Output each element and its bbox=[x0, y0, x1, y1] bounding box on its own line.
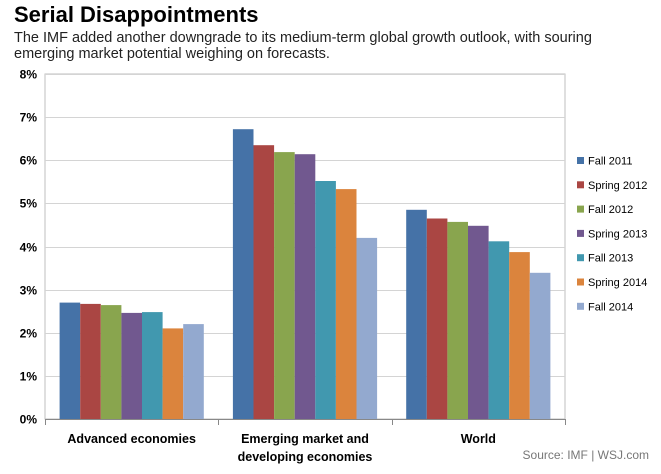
legend-swatch bbox=[577, 157, 584, 164]
y-tick-label: 3% bbox=[20, 284, 38, 298]
bar bbox=[253, 145, 275, 419]
bar bbox=[294, 154, 316, 419]
bar bbox=[447, 221, 468, 419]
bar bbox=[406, 209, 427, 419]
bar bbox=[509, 252, 530, 419]
y-tick-label: 1% bbox=[20, 370, 38, 384]
bar bbox=[59, 302, 81, 419]
legend-swatch bbox=[577, 229, 584, 237]
chart-subtitle: The IMF added another downgrade to its m… bbox=[14, 30, 644, 62]
bar bbox=[356, 237, 378, 419]
subtitle-line-2: emerging market potential weighing on fo… bbox=[14, 46, 330, 62]
subtitle-line-1: The IMF added another downgrade to its m… bbox=[14, 30, 592, 46]
bar bbox=[100, 305, 122, 419]
legend-label: Fall 2011 bbox=[588, 156, 632, 168]
y-tick-label: 0% bbox=[20, 413, 38, 427]
bar bbox=[162, 328, 184, 419]
y-tick-label: 6% bbox=[20, 154, 38, 168]
legend-swatch bbox=[577, 181, 584, 189]
chart-title: Serial Disappointments bbox=[14, 2, 259, 27]
legend-swatch bbox=[577, 302, 584, 310]
bar bbox=[488, 241, 510, 419]
bar bbox=[80, 303, 101, 419]
legend-label: Fall 2014 bbox=[588, 301, 633, 313]
legend-swatch bbox=[577, 205, 584, 213]
x-category-label: World bbox=[461, 432, 496, 446]
bar bbox=[232, 129, 254, 419]
source-credit: Source: IMF | WSJ.com bbox=[522, 448, 649, 462]
legend-label: Fall 2012 bbox=[588, 204, 633, 216]
x-category-label: Emerging market and bbox=[241, 432, 369, 446]
y-tick-label: 2% bbox=[20, 327, 38, 341]
bar bbox=[183, 324, 204, 419]
x-category-label: developing economies bbox=[238, 450, 373, 464]
bar bbox=[121, 312, 142, 419]
legend-label: Spring 2013 bbox=[588, 228, 647, 240]
y-tick-label: 8% bbox=[20, 68, 38, 82]
x-category-label: Advanced economies bbox=[67, 432, 196, 446]
bar bbox=[426, 218, 448, 419]
bar bbox=[529, 272, 551, 419]
legend-label: Fall 2013 bbox=[588, 253, 633, 265]
bar bbox=[315, 181, 336, 419]
legend-label: Spring 2014 bbox=[588, 277, 647, 289]
y-tick-label: 7% bbox=[20, 111, 38, 125]
y-tick-label: 5% bbox=[20, 197, 38, 211]
y-tick-label: 4% bbox=[20, 241, 38, 255]
legend-label: Spring 2012 bbox=[588, 180, 647, 192]
bar bbox=[274, 152, 295, 419]
legend-swatch bbox=[577, 278, 584, 286]
bar bbox=[142, 312, 163, 419]
bar bbox=[335, 189, 357, 419]
bar bbox=[468, 225, 489, 419]
legend-swatch bbox=[577, 254, 584, 262]
